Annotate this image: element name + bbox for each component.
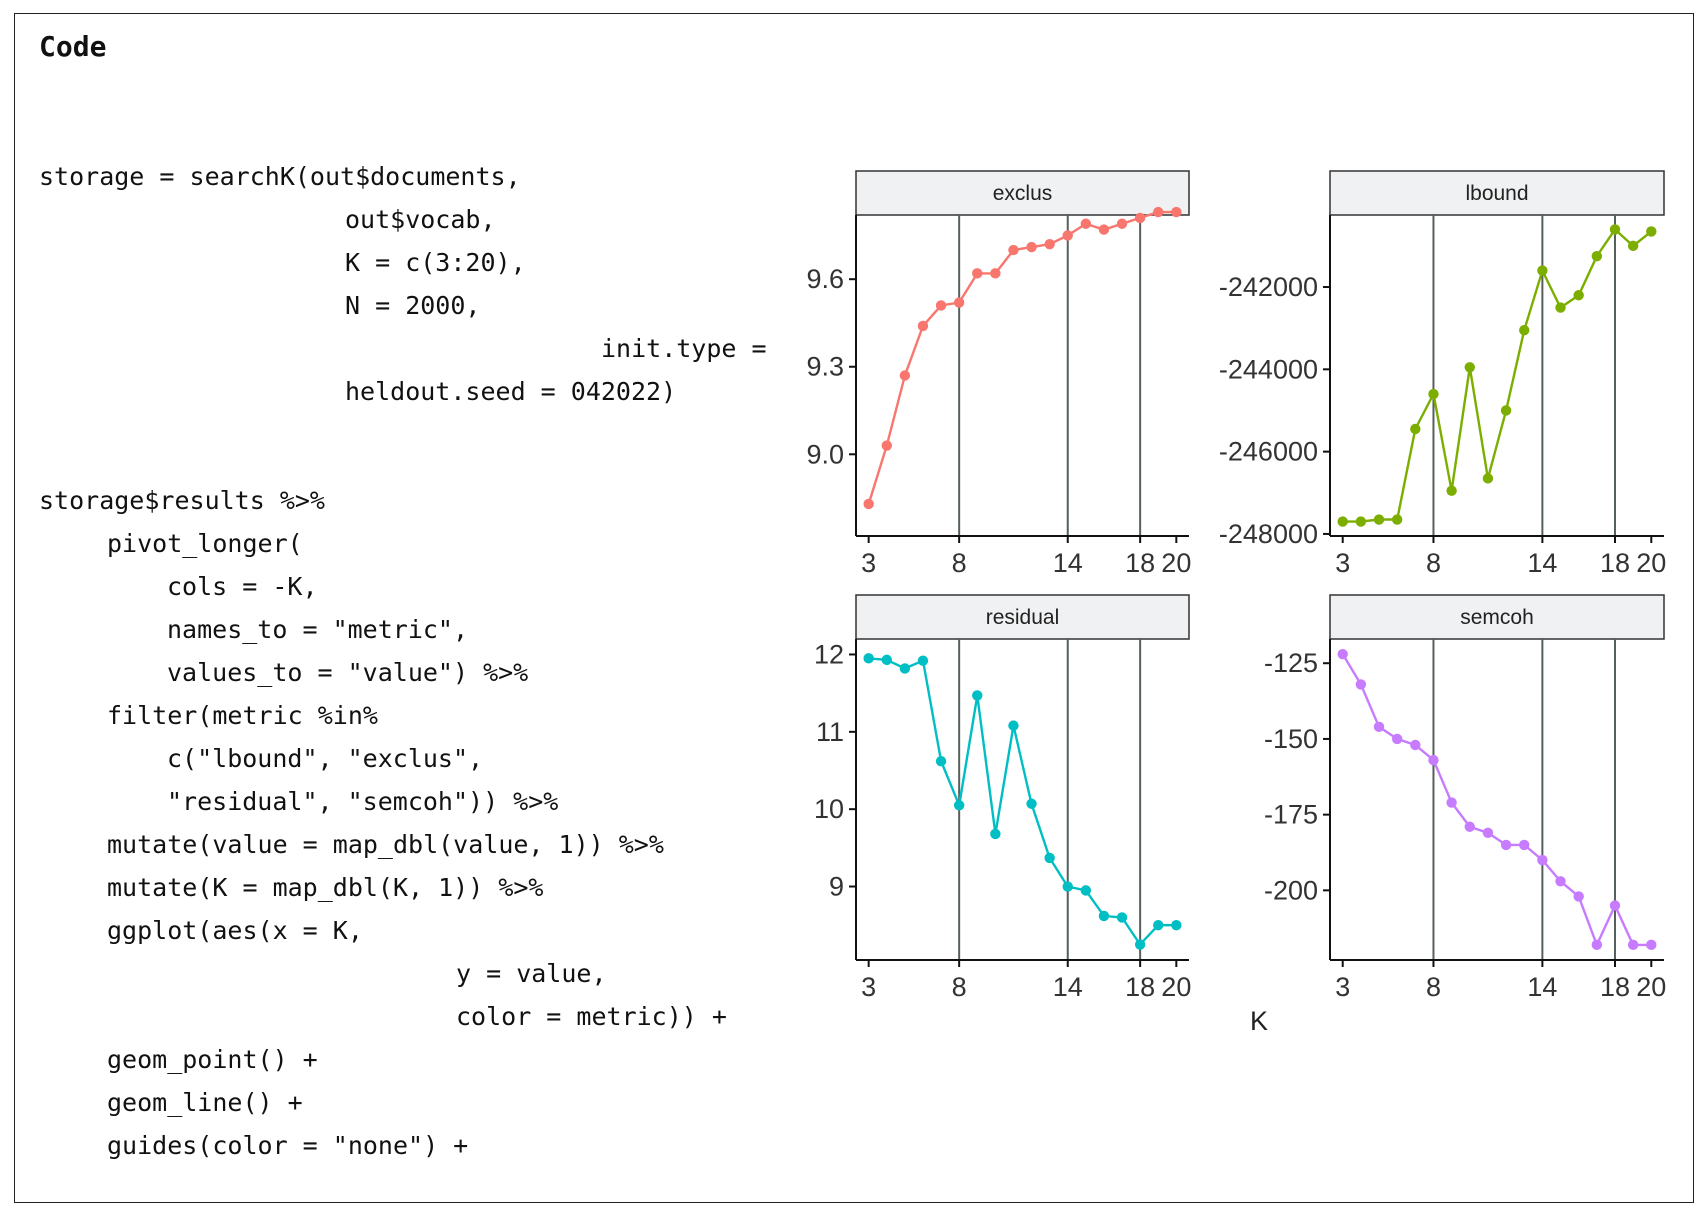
code-line: mutate(K = map_dbl(K, 1)) %>%	[107, 873, 544, 902]
code-line: color = metric)) +	[456, 1002, 727, 1031]
code-line: guides(color = "none") +	[107, 1131, 469, 1160]
code-line: values_to = "value") %>%	[167, 658, 529, 687]
code-line: N = 2000,	[345, 291, 481, 320]
code-line: cols = -K,	[167, 572, 318, 601]
code-line: storage$results %>%	[39, 486, 325, 515]
code-line: geom_point() +	[107, 1045, 318, 1074]
code-line: geom_line() +	[107, 1088, 303, 1117]
code-line: init.type =	[601, 334, 767, 363]
code-line: names_to = "metric",	[167, 615, 469, 644]
code-line: c("lbound", "exclus",	[167, 744, 484, 773]
code-line: y = value,	[456, 959, 607, 988]
code-line: "residual", "semcoh")) %>%	[167, 787, 559, 816]
code-line: mutate(value = map_dbl(value, 1)) %>%	[107, 830, 664, 859]
code-line: pivot_longer(	[107, 529, 303, 558]
code-line: ggplot(aes(x = K,	[107, 916, 363, 945]
page-heading: Code	[39, 30, 107, 63]
code-line: storage = searchK(out$documents,	[39, 162, 521, 191]
code-line: filter(metric %in%	[107, 701, 378, 730]
code-line: heldout.seed = 042022)	[345, 377, 677, 406]
code-line: K = c(3:20),	[345, 248, 526, 277]
code-line: out$vocab,	[345, 205, 496, 234]
figure-frame	[14, 13, 1694, 1203]
